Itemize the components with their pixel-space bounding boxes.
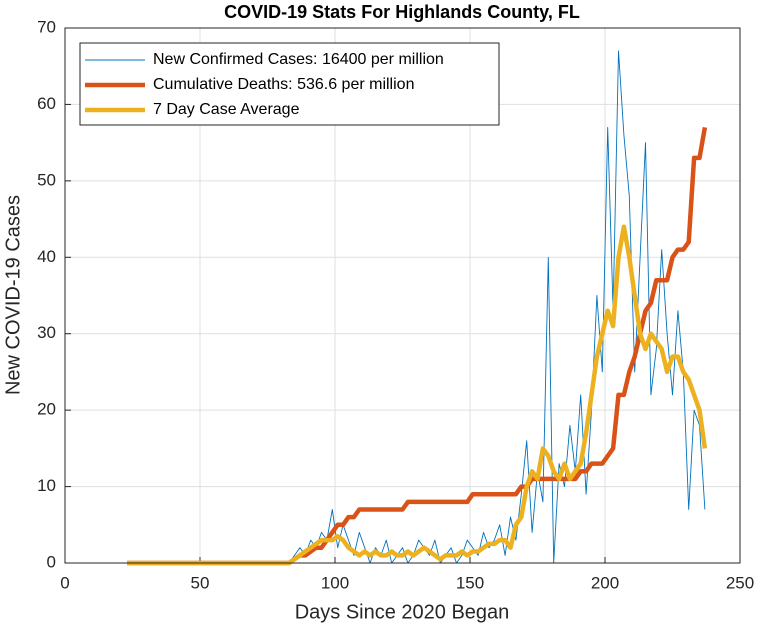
y-tick-label: 60 <box>37 94 56 113</box>
x-tick-label: 0 <box>60 573 69 592</box>
y-tick-label: 10 <box>37 476 56 495</box>
x-tick-label: 150 <box>456 573 484 592</box>
y-axis-label: New COVID-19 Cases <box>2 195 24 395</box>
y-tick-label: 30 <box>37 323 56 342</box>
x-tick-label: 50 <box>191 573 210 592</box>
chart-title: COVID-19 Stats For Highlands County, FL <box>224 2 580 22</box>
y-tick-label: 70 <box>37 17 56 36</box>
x-tick-label: 200 <box>591 573 619 592</box>
x-tick-label: 100 <box>321 573 349 592</box>
y-tick-label: 40 <box>37 247 56 266</box>
y-tick-label: 0 <box>47 552 56 571</box>
legend-label: Cumulative Deaths: 536.6 per million <box>153 76 414 93</box>
legend-label: 7 Day Case Average <box>153 101 300 118</box>
legend-box <box>79 42 500 126</box>
y-tick-label: 20 <box>37 400 56 419</box>
y-tick-label: 50 <box>37 170 56 189</box>
legend-label: New Confirmed Cases: 16400 per million <box>153 51 444 68</box>
axes-box <box>64 27 741 564</box>
x-tick-label: 250 <box>726 573 754 592</box>
x-axis-label: Days Since 2020 Began <box>295 601 510 623</box>
legend: New Confirmed Cases: 16400 per million Cu… <box>79 42 500 126</box>
